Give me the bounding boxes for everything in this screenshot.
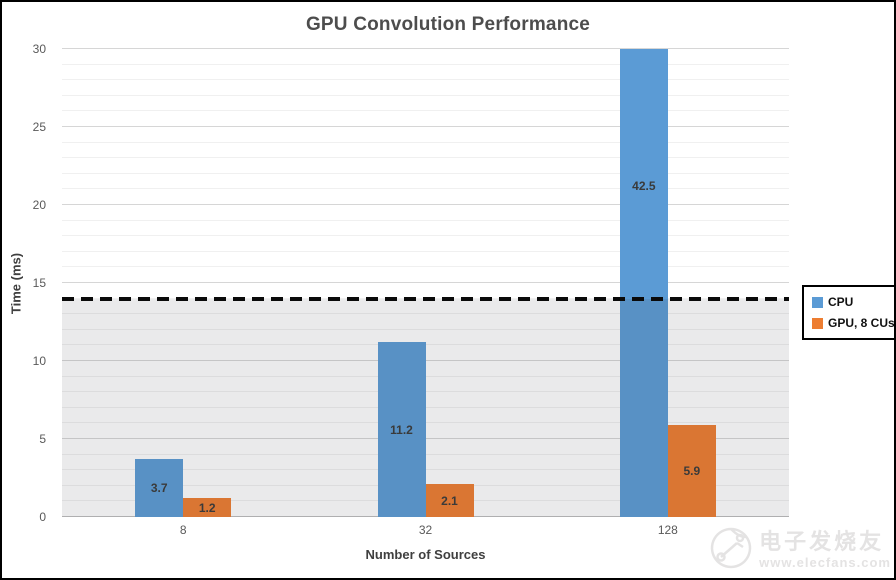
y-tick-label: 25 [32,120,46,134]
gridline [62,188,789,190]
x-tick-label: 32 [418,523,433,537]
gridline [62,63,789,65]
bar-value-label: 1.2 [198,500,216,515]
gridline [62,126,789,127]
gridline [62,344,789,346]
gridline [62,79,789,81]
x-tick-label: 8 [179,523,187,537]
legend-label: GPU, 8 CUs [828,316,895,330]
y-tick-label: 5 [39,432,46,446]
gridline [62,250,789,252]
chart-title: GPU Convolution Performance [305,14,591,35]
x-tick-label: 128 [657,523,678,537]
gridline [62,157,789,159]
gridline [62,375,789,377]
bar-gpu-8-cus-32 [425,484,474,517]
gridline [62,406,789,408]
gridline [62,453,789,455]
legend-swatch [812,296,823,308]
bar-value-label: 11.2 [390,422,413,437]
gridline [62,391,789,393]
y-tick-label: 30 [32,42,46,56]
gridline [62,172,789,174]
bar-value-label: 42.5 [632,178,656,193]
gridline [62,235,789,237]
legend-label: CPU [828,295,854,309]
y-tick-label: 0 [39,510,46,524]
legend-item-gpu-8-cus: GPU, 8 CUs [812,316,895,330]
gridline [62,313,789,315]
gridline [62,422,789,424]
y-tick-label: 20 [32,198,46,212]
bar-cpu-8 [135,459,184,517]
legend-item-cpu: CPU [812,295,894,309]
y-tick-label: 15 [32,276,46,290]
bar-gpu-8-cus-128 [667,424,716,517]
plot-area: 3.7 1.2 11.2 2.1 42.5 5.9 [62,48,789,517]
y-tick-label: 10 [32,354,46,368]
legend: CPU GPU, 8 CUs [802,285,895,340]
x-axis-tick-labels: 8 32 128 [62,523,789,539]
gridline [62,141,789,143]
gridline [62,110,789,112]
gridline [62,438,789,439]
gridline [62,297,789,299]
gridline [62,94,789,96]
bar-value-label: 3.7 [150,481,168,496]
gridline [62,360,789,361]
bar-cpu-128 [619,49,668,517]
bar-cpu-32 [377,342,426,517]
gridline [62,282,789,283]
y-axis-tick-labels: 0 5 10 15 20 25 30 [2,42,54,524]
bar-value-label: 2.1 [441,493,458,508]
legend-swatch [812,317,823,329]
gridline [62,328,789,330]
bar-gpu-8-cus-8 [183,498,232,517]
bar-value-label: 5.9 [683,463,701,478]
gridline [62,204,789,205]
gridline [62,266,789,268]
gridline [62,219,789,221]
gridline [62,48,789,49]
x-axis-title: Number of Sources [365,547,486,562]
gridline [62,469,789,471]
